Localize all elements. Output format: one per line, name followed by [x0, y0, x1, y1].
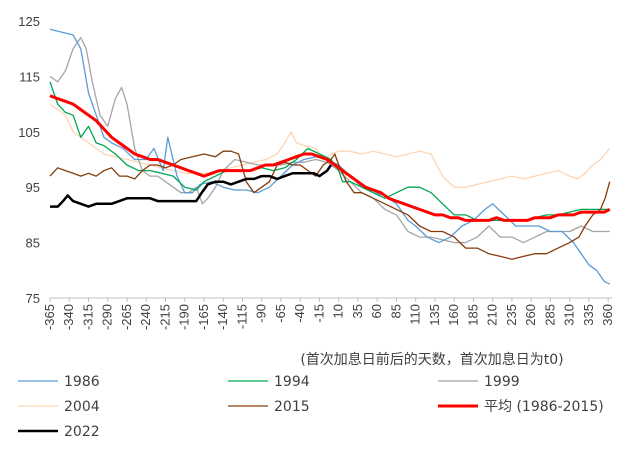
legend-item: 1994	[228, 374, 310, 390]
x-tick-label: 60	[369, 304, 384, 318]
x-tick-label: -40	[292, 304, 307, 323]
x-tick-label: 285	[542, 304, 557, 326]
y-tick-label: 115	[19, 69, 40, 84]
series-line-1986	[49, 28, 610, 285]
x-tick-label: 235	[504, 304, 519, 326]
series-line-2015	[49, 150, 611, 260]
legend-label: 平均 (1986-2015)	[484, 399, 604, 415]
y-tick-label: 75	[26, 291, 40, 306]
y-tick-label: 95	[26, 180, 40, 195]
series-line--1986-2015	[49, 94, 611, 222]
x-tick-label: 35	[350, 304, 365, 318]
series-line-2022	[50, 164, 333, 208]
x-tick-label: 135	[427, 304, 442, 326]
x-tick-label: -190	[177, 304, 192, 330]
y-tick-label: 105	[18, 125, 40, 140]
legend-item: 1999	[438, 374, 520, 390]
x-tick-label: -240	[138, 304, 153, 330]
x-tick-label: -140	[215, 304, 230, 330]
legend-label: 1986	[64, 374, 100, 390]
y-axis: 75 85 95 105 115 125	[18, 14, 40, 306]
x-tick-label: 260	[523, 304, 538, 326]
x-tick-label: 110	[408, 304, 423, 325]
plot-area	[49, 28, 611, 285]
legend-item: 2022	[18, 424, 100, 440]
legend-item: 平均 (1986-2015)	[438, 399, 604, 415]
series-line-1994	[49, 81, 610, 222]
x-tick-label: 335	[581, 304, 596, 326]
legend-item: 2004	[18, 399, 100, 415]
x-tick-label: 10	[331, 304, 346, 318]
x-tick-label: -340	[61, 304, 76, 330]
x-axis: -365 -340 -315 -290 -265 -240 -215 -190 -165 -140…	[42, 297, 615, 330]
x-tick-label: 310	[562, 304, 577, 326]
y-tick-label: 85	[26, 236, 40, 251]
x-tick-label: -115	[234, 304, 249, 329]
y-tick-label: 125	[18, 14, 40, 29]
legend-item: 2015	[228, 399, 310, 415]
x-tick-label: -290	[100, 304, 115, 330]
x-tick-label: 85	[388, 304, 403, 318]
x-tick-label: -15	[311, 304, 326, 323]
legend-item: 1986	[18, 374, 100, 390]
x-tick-label: 160	[446, 304, 461, 326]
x-tick-label: -215	[157, 304, 172, 330]
legend-label: 2015	[274, 399, 310, 415]
x-tick-label: 360	[600, 304, 615, 326]
legend: 1986 1994 1999 2004 2015 平均 (1986-2015) 2022	[18, 374, 604, 440]
x-tick-label: 185	[465, 304, 480, 326]
series-line-1999	[49, 36, 610, 244]
legend-label: 2004	[64, 399, 100, 415]
legend-label: 1994	[274, 374, 310, 390]
legend-label: 2022	[64, 424, 100, 440]
x-tick-label: -265	[119, 304, 134, 330]
x-tick-label: 210	[485, 304, 500, 326]
x-tick-label: -365	[42, 304, 57, 330]
legend-label: 1999	[484, 374, 520, 390]
x-tick-label: -165	[196, 304, 211, 330]
x-axis-title: (首次加息日前后的天数，首次加息日为t0)	[300, 351, 563, 368]
x-tick-label: -90	[254, 304, 269, 323]
x-tick-label: -315	[80, 304, 95, 330]
x-tick-label: -65	[273, 304, 288, 323]
